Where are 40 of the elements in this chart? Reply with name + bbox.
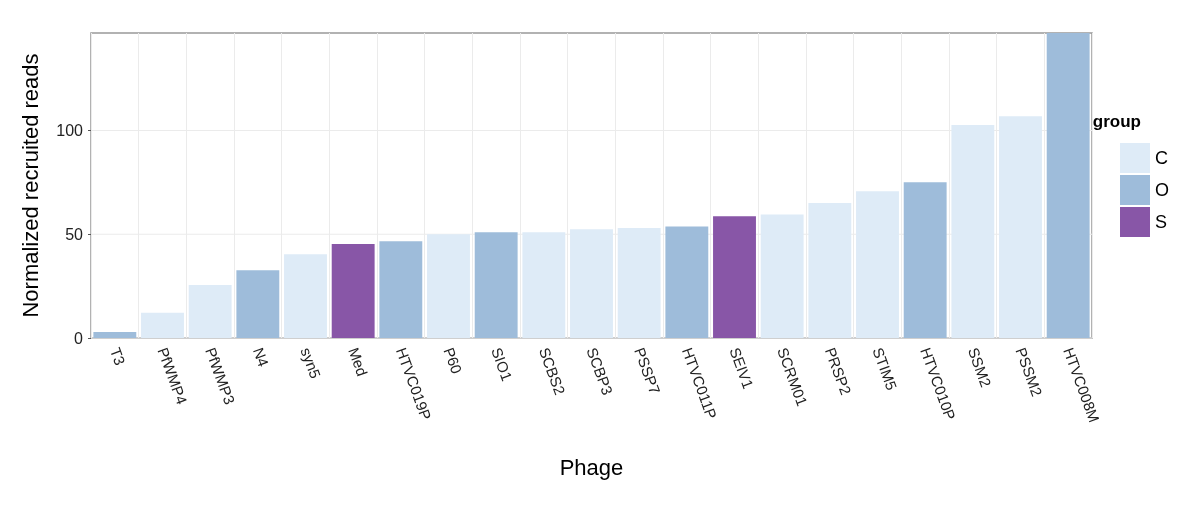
- x-tick-label: SSM2: [964, 345, 995, 390]
- bar: [188, 284, 232, 338]
- bar: [474, 232, 518, 338]
- bar: [903, 182, 947, 338]
- y-tick-label: 100: [56, 122, 84, 140]
- x-tick-label: STIM5: [869, 345, 901, 393]
- x-axis-title: Phage: [559, 454, 624, 480]
- x-tick-label: P60: [440, 345, 466, 376]
- x-tick-label: SEIV1: [726, 345, 758, 391]
- bar: [331, 244, 375, 338]
- bar: [808, 202, 852, 338]
- bar: [284, 254, 327, 338]
- x-tick-label: Med: [345, 345, 372, 379]
- x-tick-label: N4: [249, 345, 273, 369]
- y-tick-label: 0: [74, 329, 84, 347]
- x-tick-label: SIO1: [488, 345, 516, 384]
- bar: [856, 191, 899, 338]
- legend-label: O: [1155, 180, 1170, 200]
- bar: [93, 331, 137, 338]
- bar: [236, 270, 280, 338]
- bar: [427, 234, 470, 338]
- bar: [951, 124, 995, 338]
- bar: [999, 116, 1042, 338]
- bar: [570, 229, 613, 338]
- bar: [141, 312, 184, 338]
- bar: [665, 226, 709, 338]
- x-tick-label: syn5: [297, 345, 325, 381]
- legend-title: group: [1092, 112, 1141, 131]
- bar: [713, 216, 756, 338]
- bar: [379, 241, 423, 338]
- y-tick-label: 50: [65, 225, 84, 243]
- x-tick-label: SCBS2: [535, 345, 569, 398]
- bar: [522, 232, 566, 338]
- x-tick-label: T3: [106, 345, 129, 368]
- x-tick-label: SCBP3: [583, 345, 617, 398]
- bar: [617, 228, 661, 338]
- legend-label: C: [1155, 148, 1168, 168]
- bar: [760, 214, 804, 338]
- y-axis-title: Normalized recruited reads: [17, 53, 43, 318]
- legend-label: S: [1155, 212, 1168, 232]
